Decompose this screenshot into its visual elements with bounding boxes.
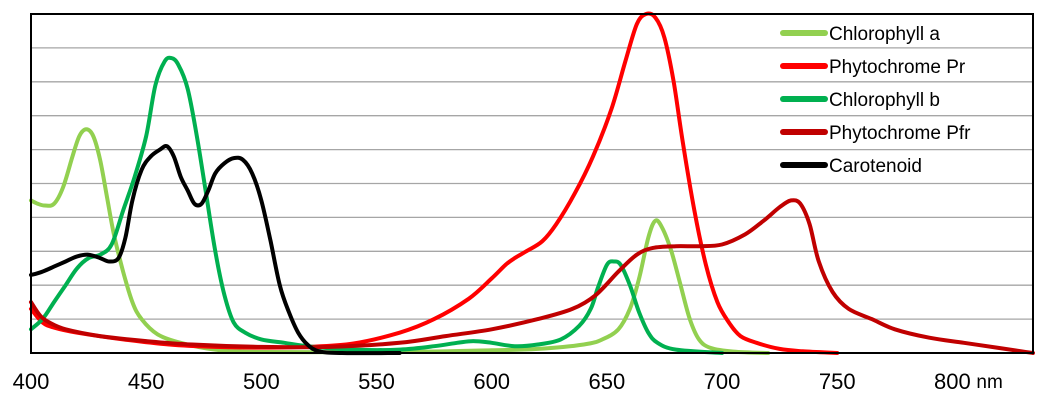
gridlines bbox=[31, 47, 1033, 320]
x-tick-label: 750 bbox=[819, 369, 856, 394]
x-tick-labels: 400 450 500 550 600 650 700 750 800 bbox=[13, 369, 971, 394]
legend-item: Carotenoid bbox=[780, 156, 922, 177]
x-tick-label: 550 bbox=[358, 369, 395, 394]
legend-label: Chlorophyll a bbox=[829, 24, 940, 45]
series-line-phytochrome-pfr bbox=[29, 198, 1035, 355]
series-line-carotenoid bbox=[29, 143, 402, 356]
x-tick-label: 650 bbox=[589, 369, 626, 394]
legend: Chlorophyll a Phytochrome Pr Chlorophyll b… bbox=[780, 24, 971, 177]
legend-label: Chlorophyll b bbox=[829, 90, 940, 111]
x-tick-label: 600 bbox=[473, 369, 510, 394]
legend-item: Phytochrome Pfr bbox=[780, 123, 971, 144]
series-lines bbox=[29, 11, 1035, 356]
legend-label: Phytochrome Pr bbox=[829, 57, 966, 78]
x-unit-label: nm bbox=[976, 372, 1002, 393]
legend-item: Chlorophyll b bbox=[780, 90, 940, 111]
x-tick-label: 700 bbox=[704, 369, 741, 394]
legend-item: Phytochrome Pr bbox=[780, 57, 966, 78]
plot-frame bbox=[30, 13, 1034, 354]
x-tick-label: 800 bbox=[934, 369, 971, 394]
x-tick-label: 400 bbox=[13, 369, 50, 394]
legend-label: Carotenoid bbox=[829, 156, 922, 177]
series-line-chlorophyll-b bbox=[29, 55, 724, 355]
legend-label: Phytochrome Pfr bbox=[829, 123, 971, 144]
x-tick-label: 450 bbox=[128, 369, 165, 394]
x-tick-label: 500 bbox=[243, 369, 280, 394]
legend-item: Chlorophyll a bbox=[780, 24, 940, 45]
